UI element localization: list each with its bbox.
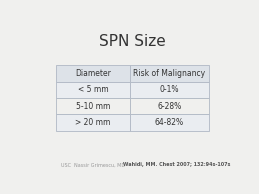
Bar xyxy=(130,65,209,81)
Text: 64-82%: 64-82% xyxy=(155,118,184,127)
Text: 0-1%: 0-1% xyxy=(160,85,179,94)
Text: SPN Size: SPN Size xyxy=(99,34,166,49)
Bar xyxy=(56,114,130,131)
Text: USC  Nassir Grimescu, MD: USC Nassir Grimescu, MD xyxy=(61,162,125,167)
Bar xyxy=(56,98,130,114)
Bar xyxy=(56,81,130,98)
Bar xyxy=(56,65,130,81)
Bar xyxy=(130,114,209,131)
Bar xyxy=(130,98,209,114)
Text: > 20 mm: > 20 mm xyxy=(75,118,111,127)
Text: < 5 mm: < 5 mm xyxy=(78,85,108,94)
Text: 6-28%: 6-28% xyxy=(157,102,182,111)
Text: Risk of Malignancy: Risk of Malignancy xyxy=(133,69,205,78)
Text: Wahidi, MM. Chest 2007; 132:94s-107s: Wahidi, MM. Chest 2007; 132:94s-107s xyxy=(123,162,231,167)
Bar xyxy=(130,81,209,98)
Text: 5-10 mm: 5-10 mm xyxy=(76,102,110,111)
Text: Diameter: Diameter xyxy=(75,69,111,78)
